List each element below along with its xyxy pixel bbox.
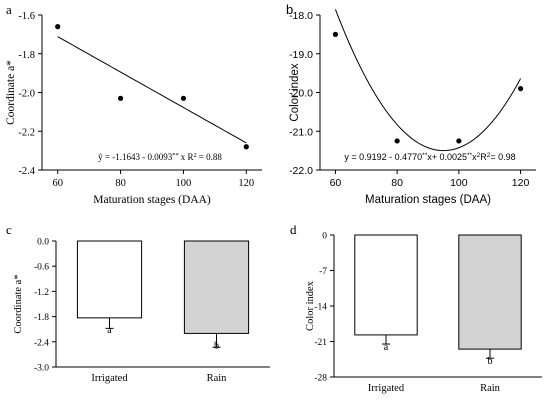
y-axis-title: Color index bbox=[305, 280, 316, 331]
panel-letter: c bbox=[6, 222, 12, 237]
equation-part: x R bbox=[181, 152, 194, 162]
panel-b: b 60 80 100 120 -18.0 -19.0 -20.0 -21.0 -22.0 Matu… bbox=[286, 2, 536, 206]
y-tick-label: -22.0 bbox=[289, 165, 313, 177]
equation-part: x+ 0.0025 bbox=[427, 152, 467, 162]
y-tick-label: -7 bbox=[319, 267, 327, 277]
y-tick-label: -3.0 bbox=[34, 364, 49, 374]
y-tick-label: 0.0 bbox=[37, 238, 49, 248]
panel-letter: d bbox=[290, 222, 297, 237]
y-tick-label: -2.4 bbox=[34, 338, 49, 348]
y-tick-label: -20.0 bbox=[289, 88, 313, 100]
panel-c: c 0.0 -0.6 -1.2 -1.8 -2.4 -3.0 Coordinate a* a Ir… bbox=[6, 222, 270, 384]
x-tick-label: 60 bbox=[330, 177, 342, 189]
y-tick-label: -21.0 bbox=[289, 126, 313, 138]
y-tick-label: -0.6 bbox=[34, 263, 49, 273]
y-tick-label: -2.2 bbox=[18, 127, 35, 138]
data-point-3 bbox=[456, 138, 462, 144]
y-tick-label: -21 bbox=[314, 338, 327, 348]
panel-d: d 0 -7 -14 -21 -28 Color index a Irrigated b Rain bbox=[290, 222, 542, 394]
x-axis-title: Maturation stages (DAA) bbox=[93, 194, 211, 206]
y-axis-title: Coordinate a* bbox=[13, 274, 24, 333]
x-tick-label: 80 bbox=[115, 178, 126, 189]
significance-letter: a bbox=[384, 342, 389, 353]
x-tick-label: 120 bbox=[512, 177, 530, 189]
data-point-2 bbox=[117, 95, 124, 101]
y-tick-label: -19.0 bbox=[289, 49, 313, 61]
x-tick-label: 100 bbox=[450, 177, 468, 189]
equation-part: ** bbox=[172, 152, 179, 159]
y-tick-label: -2.0 bbox=[18, 89, 35, 100]
data-point-4 bbox=[243, 144, 249, 150]
bar-irrigated bbox=[76, 240, 143, 319]
y-axis-title: Coordinate a* bbox=[5, 60, 17, 125]
data-point-1 bbox=[332, 31, 339, 37]
y-tick-label: -14 bbox=[314, 303, 327, 313]
bar-rain bbox=[458, 234, 522, 350]
data-point-4 bbox=[517, 86, 524, 92]
x-tick-label: 100 bbox=[176, 178, 192, 189]
equation-part: 2 bbox=[477, 152, 481, 159]
y-tick-label: -1.2 bbox=[34, 288, 49, 298]
fit-equation: y = 0.9192 - 0.4770**x+ 0.0025**x2R2= 0.… bbox=[344, 152, 515, 163]
equation-part: R bbox=[480, 152, 487, 162]
x-axis-title: Maturation stages (DAA) bbox=[365, 194, 491, 206]
fit-line bbox=[334, 9, 522, 152]
equation-part: y = 0.9192 - 0.4770 bbox=[344, 152, 422, 162]
equation-part: 2 bbox=[487, 152, 491, 159]
equation-part: 2 bbox=[194, 152, 197, 159]
y-tick-label: -18.0 bbox=[289, 10, 313, 22]
data-point-2 bbox=[394, 138, 400, 144]
significance-letter: b bbox=[214, 340, 219, 351]
significance-letter: a bbox=[107, 325, 112, 336]
y-tick-label: -1.6 bbox=[18, 11, 35, 22]
significance-letter: b bbox=[488, 356, 493, 367]
data-point-1 bbox=[55, 24, 61, 30]
panel-a: a 60 80 100 120 -1.6 -1.8 -2.0 -2.2 -2.4 Maturatio… bbox=[5, 2, 262, 206]
x-tick-label: 80 bbox=[391, 177, 403, 189]
equation-part: ** bbox=[467, 152, 473, 159]
bar-irrigated bbox=[354, 234, 418, 336]
equation-part: = 0.88 bbox=[199, 152, 223, 162]
equation-part: = 0.98 bbox=[490, 152, 515, 162]
y-tick-label: 0 bbox=[322, 232, 327, 242]
x-tick-label: 60 bbox=[52, 178, 63, 189]
panel-letter: a bbox=[6, 2, 12, 17]
equation-part: ** bbox=[422, 152, 428, 159]
x-tick-label: Irrigated bbox=[368, 383, 405, 394]
bar-rain bbox=[183, 240, 250, 334]
y-tick-label: -1.8 bbox=[18, 50, 35, 61]
x-tick-label: Irrigated bbox=[91, 373, 128, 384]
y-tick-label: -28 bbox=[314, 374, 327, 384]
equation-part: x bbox=[472, 152, 477, 162]
fit-equation: ŷ = -1.1643 - 0.0093** x R2 = 0.88 bbox=[98, 152, 222, 163]
x-tick-label: Rain bbox=[207, 373, 228, 384]
x-tick-label: Rain bbox=[480, 383, 501, 394]
y-tick-label: -1.8 bbox=[34, 313, 49, 323]
fit-line bbox=[57, 36, 247, 144]
equation-part: ŷ = -1.1643 - 0.0093 bbox=[98, 152, 173, 162]
data-point-3 bbox=[180, 95, 187, 101]
panel-letter: b bbox=[286, 2, 293, 17]
x-tick-label: 120 bbox=[238, 178, 254, 189]
y-axis-title: Color index bbox=[289, 63, 301, 121]
y-tick-label: -2.4 bbox=[18, 166, 35, 177]
